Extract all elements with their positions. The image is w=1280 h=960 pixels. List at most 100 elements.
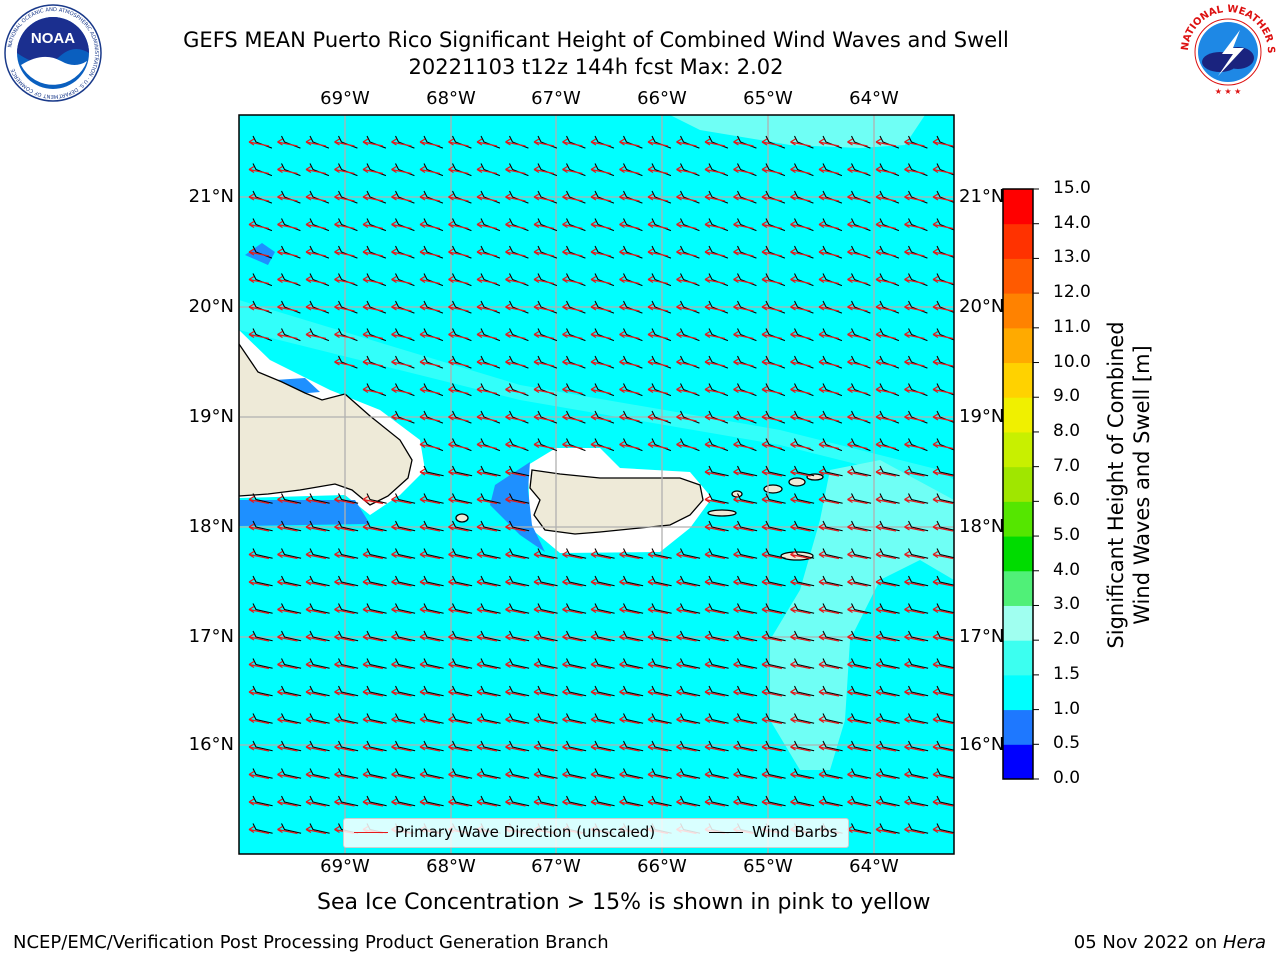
wave-direction-arrow	[847, 660, 868, 670]
lon-label-top: 66°W	[637, 88, 687, 109]
vector-glyph	[818, 465, 843, 477]
wind-barb	[452, 493, 473, 504]
vector-glyph	[733, 713, 758, 725]
wave-direction-arrow	[733, 550, 754, 560]
wave-direction-arrow	[305, 578, 327, 587]
vector-glyph	[533, 438, 558, 452]
wave-direction-arrow	[277, 660, 298, 670]
wave-direction-arrow	[562, 605, 583, 615]
wave-direction-arrow	[676, 798, 697, 807]
wind-barb	[765, 548, 786, 559]
vector-glyph	[676, 190, 700, 204]
wave-direction-arrow	[619, 330, 640, 340]
vector-glyph	[391, 493, 416, 505]
wind-barb	[395, 603, 416, 614]
wind-barb	[537, 685, 558, 697]
wave-direction-arrow	[505, 358, 526, 367]
wave-direction-arrow	[704, 193, 726, 202]
vector-glyph	[248, 658, 273, 670]
vector-glyph	[676, 685, 701, 697]
vector-glyph	[932, 658, 954, 670]
wave-direction-arrow	[647, 633, 669, 642]
colorbar-label-line1: Significant Height of Combined	[1104, 321, 1128, 649]
vector-glyph	[277, 685, 302, 697]
wind-barb	[623, 740, 644, 752]
vector-glyph	[248, 768, 273, 780]
wave-direction-arrow	[676, 550, 697, 560]
wind-barb	[765, 520, 786, 532]
wind-barb	[395, 520, 416, 532]
colorbar-segment	[1003, 362, 1033, 398]
wind-barb	[908, 823, 929, 834]
wave-direction-arrow	[818, 468, 840, 477]
wind-barb	[338, 575, 359, 587]
wind-barb	[594, 575, 615, 587]
wave-direction-arrow	[505, 303, 526, 312]
wind-barb	[480, 658, 501, 669]
wave-direction-arrow	[875, 275, 897, 285]
wave-direction-arrow	[533, 330, 555, 340]
wave-direction-arrow	[847, 523, 868, 532]
wave-direction-arrow	[761, 770, 783, 780]
wind-barb	[452, 520, 473, 532]
colorbar-segment	[1003, 293, 1033, 329]
wind-barb	[338, 493, 359, 504]
wave-direction-arrow	[505, 193, 526, 202]
vector-glyph	[647, 355, 672, 369]
wind-barb	[423, 520, 444, 532]
wind-barb	[509, 465, 530, 477]
wind-barb	[281, 740, 302, 752]
wave-direction-arrow	[676, 165, 697, 175]
vector-glyph	[875, 465, 900, 477]
wave-direction-arrow	[790, 468, 811, 477]
wind-barb	[537, 630, 558, 642]
wave-direction-arrow	[619, 303, 640, 312]
wind-barb	[452, 465, 473, 477]
vector-glyph	[676, 410, 700, 424]
vector-glyph	[590, 300, 615, 314]
wave-direction-arrow	[277, 688, 298, 697]
wind-barb	[936, 575, 954, 586]
vector-glyph	[932, 383, 954, 396]
vector-glyph	[505, 685, 530, 697]
wave-direction-arrow	[448, 193, 469, 202]
wave-direction-arrow	[334, 275, 355, 285]
wave-direction-arrow	[391, 385, 412, 395]
vector-glyph	[875, 740, 900, 752]
vector-glyph	[305, 740, 330, 752]
wave-direction-arrow	[904, 358, 925, 367]
wind-barb	[822, 685, 843, 697]
vector-glyph	[704, 713, 729, 725]
wave-direction-arrow	[619, 633, 640, 642]
wind-barb	[936, 493, 954, 504]
vector-glyph	[391, 740, 416, 752]
vector-glyph	[733, 383, 757, 397]
vector-glyph	[277, 823, 302, 835]
wave-direction-arrow	[476, 468, 498, 477]
vector-glyph	[590, 163, 615, 177]
wave-direction-arrow	[248, 770, 270, 780]
vector-glyph	[476, 383, 501, 397]
vector-glyph	[790, 328, 814, 342]
lon-label-top: 67°W	[531, 88, 581, 109]
wave-direction-arrow	[590, 330, 612, 340]
wave-direction-arrow	[733, 385, 754, 395]
vector-glyph	[476, 465, 501, 477]
vector-glyph	[305, 273, 330, 287]
wind-barb	[594, 685, 615, 697]
wind-barb	[281, 603, 302, 614]
wind-barb	[309, 575, 330, 587]
lon-label-top: 65°W	[743, 88, 793, 109]
wind-barb	[851, 603, 872, 614]
wave-direction-arrow	[704, 798, 726, 807]
wind-barb	[851, 465, 872, 477]
vector-glyph	[875, 493, 900, 505]
vector-glyph	[733, 135, 757, 149]
wave-direction-arrow	[590, 798, 612, 807]
vector-glyph	[248, 273, 273, 287]
wave-direction-arrow	[476, 688, 498, 697]
wave-direction-arrow	[904, 303, 925, 312]
vector-glyph	[704, 218, 729, 232]
wind-barb	[366, 685, 387, 697]
colorbar-tick-label: 9.0	[1053, 386, 1081, 407]
